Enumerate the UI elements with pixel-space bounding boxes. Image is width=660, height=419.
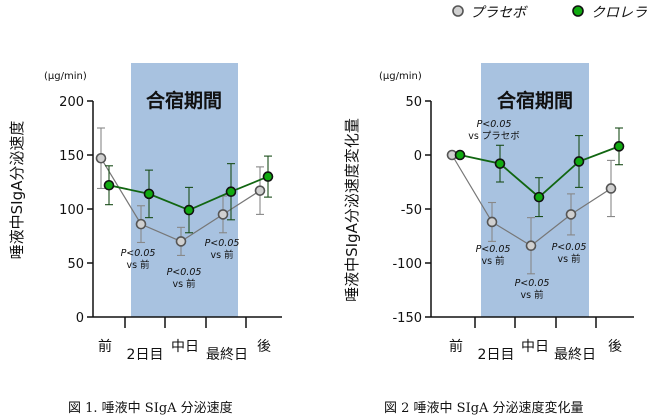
x-tick-label: 後 xyxy=(608,339,622,355)
y-tick-label: 200 xyxy=(59,95,84,110)
data-point-chlorella xyxy=(262,171,274,182)
legend: プラセボ クロレラ xyxy=(452,5,647,21)
data-point-placebo xyxy=(525,240,537,252)
collection-period-shade xyxy=(481,63,589,317)
legend-label-chlorella: クロレラ xyxy=(591,5,647,21)
significance-pvalue: P<0.05 xyxy=(121,248,156,259)
x-tick-label: 2日目 xyxy=(127,347,164,363)
data-point-placebo xyxy=(217,209,229,220)
figure-caption: 図 1. 唾液中 SIgA 分泌速度 xyxy=(68,400,233,416)
y-axis-title: 唾液中SIgA分泌速度 xyxy=(8,121,26,260)
legend-label-placebo: プラセボ xyxy=(470,5,528,21)
data-point-placebo xyxy=(605,183,617,194)
data-point-placebo xyxy=(486,216,498,228)
x-tick-label: 最終日 xyxy=(206,347,248,363)
x-tick-label: 前 xyxy=(449,338,463,355)
data-point-placebo xyxy=(254,185,266,196)
data-point-placebo xyxy=(95,152,107,164)
significance-pvalue: P<0.05 xyxy=(552,242,587,253)
y-tick-label: -50 xyxy=(401,203,422,218)
data-point-chlorella xyxy=(183,204,195,216)
y-tick-label: 0 xyxy=(76,311,84,326)
significance-comparison: vs 前 xyxy=(172,278,195,290)
x-tick-label: 最終日 xyxy=(554,347,596,363)
data-point-placebo xyxy=(135,218,147,230)
significance-pvalue: P<0.05 xyxy=(476,244,511,255)
chart-2: 合宿期間 (μg/min) 唾液中SIgA分泌速度変化量 図 2 唾液中 SIg… xyxy=(343,63,634,416)
significance-comparison: vs 前 xyxy=(126,259,149,271)
significance-comparison: vs 前 xyxy=(557,253,580,265)
y-tick-label: 100 xyxy=(59,203,84,218)
data-point-placebo xyxy=(565,209,577,220)
x-tick-label: 後 xyxy=(257,339,271,355)
y-tick-label: -100 xyxy=(392,257,422,272)
data-point-chlorella xyxy=(143,188,155,200)
legend-marker-placebo xyxy=(452,5,464,17)
x-tick-label: 前 xyxy=(98,338,112,355)
data-point-chlorella xyxy=(533,191,545,203)
significance-pvalue: P<0.05 xyxy=(167,267,202,278)
x-tick-label: 2日目 xyxy=(478,347,515,363)
significance-comparison: vs プラセボ xyxy=(468,131,520,142)
x-tick-label: 中日 xyxy=(171,339,199,355)
y-unit-label: (μg/min) xyxy=(44,71,87,82)
significance-pvalue: P<0.05 xyxy=(205,238,240,249)
y-unit-label: (μg/min) xyxy=(379,71,422,82)
significance-comparison: vs 前 xyxy=(210,249,233,261)
collection-period-label: 合宿期間 xyxy=(146,89,222,112)
y-tick-label: 50 xyxy=(67,257,84,272)
significance-pvalue: P<0.05 xyxy=(477,119,512,130)
data-point-chlorella xyxy=(613,141,625,152)
x-tick-label: 中日 xyxy=(521,339,549,355)
data-point-chlorella xyxy=(454,149,466,161)
data-point-chlorella xyxy=(573,156,585,167)
y-tick-label: 0 xyxy=(414,149,422,164)
data-point-chlorella xyxy=(103,179,115,191)
data-point-chlorella xyxy=(494,158,506,169)
legend-marker-chlorella xyxy=(572,5,584,17)
data-point-placebo xyxy=(175,236,187,247)
significance-pvalue: P<0.05 xyxy=(515,278,550,289)
y-axis-title: 唾液中SIgA分泌速度変化量 xyxy=(343,118,361,302)
y-tick-label: -150 xyxy=(392,311,422,326)
y-tick-label: 150 xyxy=(59,149,84,164)
significance-comparison: vs 前 xyxy=(520,289,543,301)
significance-comparison: vs 前 xyxy=(481,255,504,267)
collection-period-label: 合宿期間 xyxy=(497,89,573,112)
chart-1: 合宿期間 (μg/min) 唾液中SIgA分泌速度 図 1. 唾液中 SIgA … xyxy=(8,63,282,416)
y-tick-label: 50 xyxy=(405,95,422,110)
figure-caption: 図 2 唾液中 SIgA 分泌速度変化量 xyxy=(384,400,584,416)
data-point-chlorella xyxy=(225,186,237,198)
